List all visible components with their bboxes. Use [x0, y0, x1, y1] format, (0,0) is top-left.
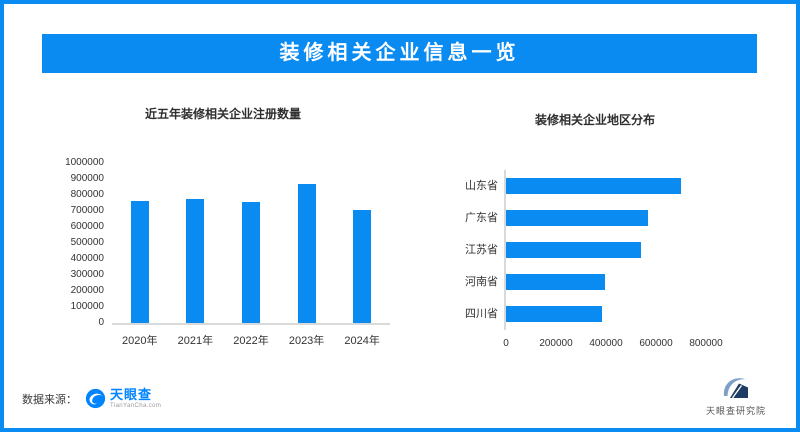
y-tick-label: 0: [98, 317, 104, 328]
category-label: 四川省: [465, 308, 498, 320]
x-tick-label: 200000: [539, 338, 573, 349]
category-label: 江苏省: [465, 244, 498, 256]
y-axis: 1000000 900000 800000 700000 600000 500000 400…: [56, 157, 104, 328]
y-tick-label: 800000: [70, 189, 104, 200]
bar-slot: [168, 163, 224, 323]
regions-bar-chart: 装修相关企业地区分布 山东省广东省江苏省河南省四川省 0 200000 400000…: [430, 112, 760, 349]
bar: [506, 242, 641, 258]
data-source: 数据来源： 天眼查 TianYanCha.com: [22, 388, 161, 409]
bar: [186, 199, 205, 323]
x-tick-label: 2021年: [177, 335, 214, 347]
y-tick-label: 400000: [70, 253, 104, 264]
bar: [506, 178, 681, 194]
y-tick-label: 200000: [70, 285, 104, 296]
page-title: 装修相关企业信息一览: [42, 34, 757, 73]
category-label: 广东省: [465, 212, 498, 224]
x-tick-label: 400000: [589, 338, 623, 349]
y-tick-label: 100000: [70, 301, 104, 312]
tianyancha-logo: 天眼查 TianYanCha.com: [85, 388, 161, 409]
bar-slot: [334, 163, 390, 323]
chart-body: 1000000 900000 800000 700000 600000 500000 400…: [56, 157, 390, 328]
bar-slot: [112, 163, 168, 323]
y-tick-label: 600000: [70, 221, 104, 232]
category-label: 山东省: [465, 180, 498, 192]
tianyancha-eye-icon: [85, 388, 106, 409]
plot-area: 0 200000 400000 600000 800000: [503, 170, 756, 349]
x-tick-label: 800000: [689, 338, 723, 349]
x-tick-label: 2023年: [288, 335, 325, 347]
plot-area: [112, 163, 390, 325]
x-tick-label: 0: [503, 338, 509, 349]
bar-row: [506, 202, 756, 234]
y-tick-label: 900000: [70, 173, 104, 184]
bar: [353, 210, 372, 323]
x-tick-label: 2024年: [344, 335, 380, 347]
y-tick-label: 700000: [70, 205, 104, 216]
bar: [297, 184, 316, 323]
tianyancha-wordmark-group: 天眼查 TianYanCha.com: [110, 388, 161, 409]
research-institute-logo: 天眼查研究院: [700, 374, 772, 417]
bar-row: [506, 170, 756, 202]
research-institute-label: 天眼查研究院: [705, 406, 766, 416]
bar: [506, 210, 648, 226]
x-axis-labels: 2020年 2021年 2022年 2023年 2024年: [112, 332, 390, 348]
tianyancha-domain: TianYanCha.com: [110, 403, 162, 409]
bar-slot: [223, 163, 279, 323]
bar-row: [506, 266, 756, 298]
bar: [506, 274, 605, 290]
x-tick-label: 600000: [639, 338, 673, 349]
bar: [506, 306, 602, 322]
chart-title: 装修相关企业地区分布: [534, 113, 655, 127]
research-institute-shield-icon: [723, 378, 748, 399]
y-tick-label: 1000000: [65, 157, 104, 168]
category-label: 河南省: [465, 276, 498, 288]
x-tick-label: 2022年: [233, 335, 269, 347]
y-tick-label: 300000: [70, 269, 104, 280]
x-tick-label: 2020年: [122, 335, 158, 347]
bar: [130, 200, 149, 323]
registrations-bar-chart: 近五年装修相关企业注册数量 1000000 900000 800000 700000 6…: [56, 106, 390, 348]
y-tick-label: 500000: [70, 237, 104, 248]
bar: [241, 202, 260, 323]
bar-row: [506, 234, 756, 266]
x-axis-labels: 0 200000 400000 600000 800000: [503, 330, 756, 352]
chart-title: 近五年装修相关企业注册数量: [144, 107, 301, 121]
source-label: 数据来源：: [22, 393, 77, 406]
category-labels: 山东省广东省江苏省河南省四川省: [430, 170, 504, 330]
bar-row: [506, 298, 756, 330]
chart-body: 山东省广东省江苏省河南省四川省 0 200000 400000 600000 80000…: [430, 170, 760, 349]
tianyancha-wordmark: 天眼查: [110, 387, 153, 402]
bar-slot: [279, 163, 335, 323]
